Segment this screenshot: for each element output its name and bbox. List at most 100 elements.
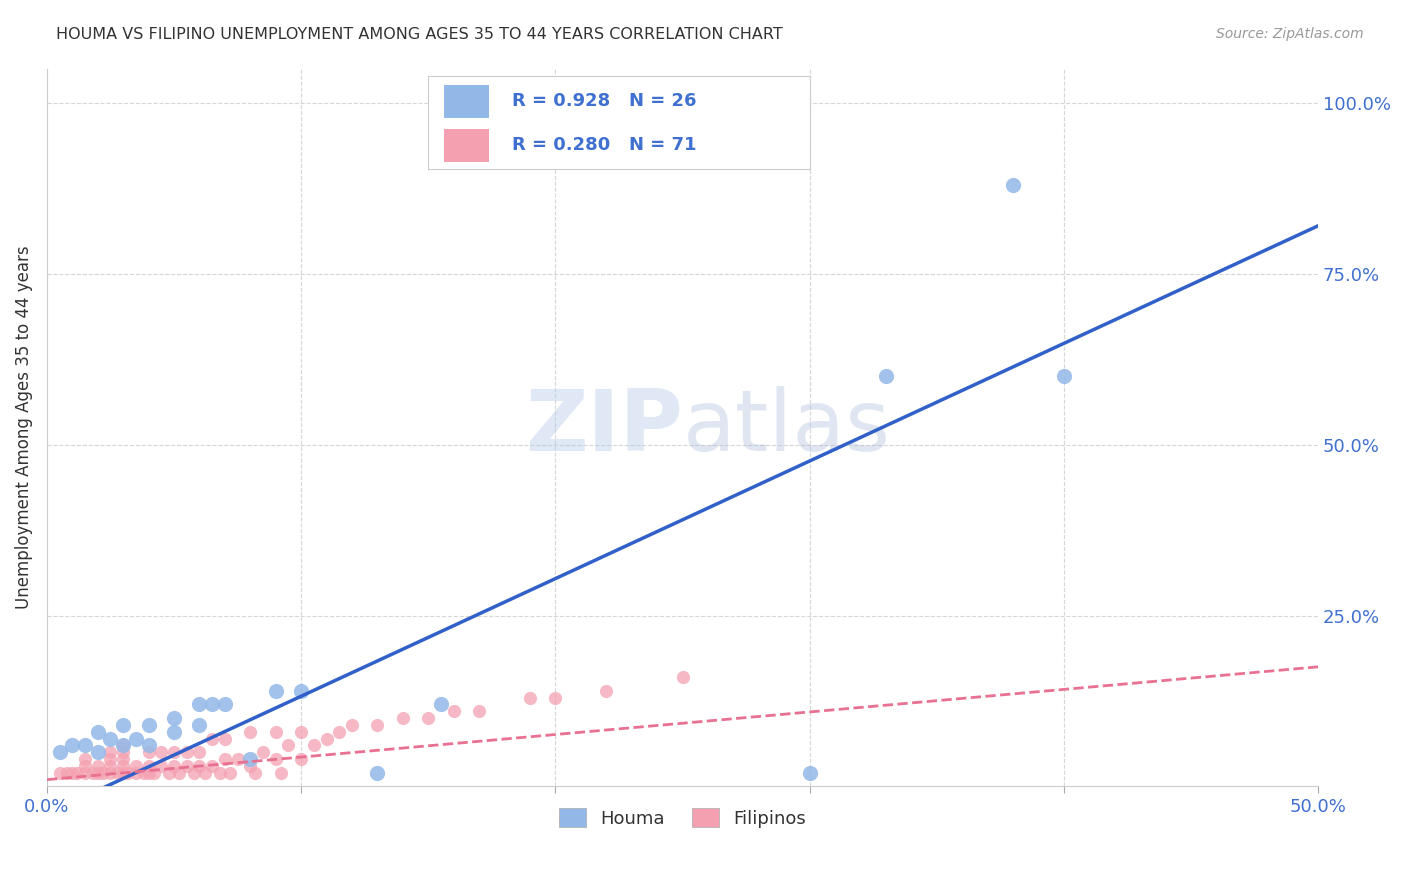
Text: ZIP: ZIP [524,386,682,469]
Point [107,765,129,780]
Point [418,711,440,725]
Point [214,698,236,712]
Point [188,718,211,732]
Point [125,759,148,773]
Point [277,739,299,753]
Point [112,739,135,753]
Point [112,739,135,753]
Point [82,765,104,780]
Point [392,711,415,725]
Point [201,759,224,773]
Point [214,752,236,766]
Point [87,759,110,773]
Point [66,765,89,780]
Point [208,765,231,780]
Point [188,745,211,759]
Point [468,704,491,718]
Point [264,752,287,766]
Point [167,765,190,780]
Point [1053,369,1076,384]
Point [328,724,350,739]
Text: HOUMA VS FILIPINO UNEMPLOYMENT AMONG AGES 35 TO 44 YEARS CORRELATION CHART: HOUMA VS FILIPINO UNEMPLOYMENT AMONG AGE… [56,27,783,42]
Point [239,752,262,766]
Point [595,683,617,698]
Point [270,765,292,780]
Point [100,759,122,773]
Point [1002,178,1025,192]
Point [138,759,160,773]
Text: Source: ZipAtlas.com: Source: ZipAtlas.com [1216,27,1364,41]
Point [245,765,267,780]
Point [290,724,312,739]
Point [100,752,122,766]
Point [201,731,224,746]
Text: atlas: atlas [682,386,890,469]
Point [138,765,160,780]
Point [73,752,96,766]
Point [226,752,249,766]
Point [163,745,186,759]
Point [519,690,541,705]
Point [100,765,122,780]
Point [163,724,186,739]
Point [73,759,96,773]
Point [290,752,312,766]
Point [112,752,135,766]
Point [799,765,821,780]
Point [91,765,114,780]
Point [112,745,135,759]
Point [87,745,110,759]
Point [142,765,165,780]
Point [138,739,160,753]
Point [157,765,180,780]
Point [214,731,236,746]
Point [239,759,262,773]
Point [430,698,453,712]
Point [138,745,160,759]
Point [264,724,287,739]
Point [264,683,287,698]
Point [132,765,155,780]
Point [87,724,110,739]
Point [193,765,215,780]
Point [150,759,173,773]
Point [125,765,148,780]
Point [73,739,96,753]
Point [875,369,897,384]
Point [117,765,139,780]
Point [138,718,160,732]
Point [183,765,205,780]
Point [48,765,70,780]
Point [87,765,110,780]
Point [60,739,83,753]
Point [163,711,186,725]
Point [73,765,96,780]
Point [60,765,83,780]
Point [443,704,465,718]
Point [315,731,337,746]
Point [56,765,79,780]
Point [188,698,211,712]
Point [112,718,135,732]
Point [100,731,122,746]
Point [112,765,135,780]
Point [100,745,122,759]
Point [340,718,363,732]
Point [302,739,325,753]
Point [366,718,388,732]
Point [188,759,211,773]
Point [201,698,224,712]
Y-axis label: Unemployment Among Ages 35 to 44 years: Unemployment Among Ages 35 to 44 years [15,245,32,609]
Point [176,745,198,759]
Point [163,759,186,773]
Point [125,731,148,746]
Point [239,724,262,739]
Point [112,759,135,773]
Point [219,765,242,780]
Point [48,745,70,759]
Point [671,670,693,684]
Point [290,683,312,698]
Point [150,745,173,759]
Point [544,690,567,705]
Point [252,745,274,759]
